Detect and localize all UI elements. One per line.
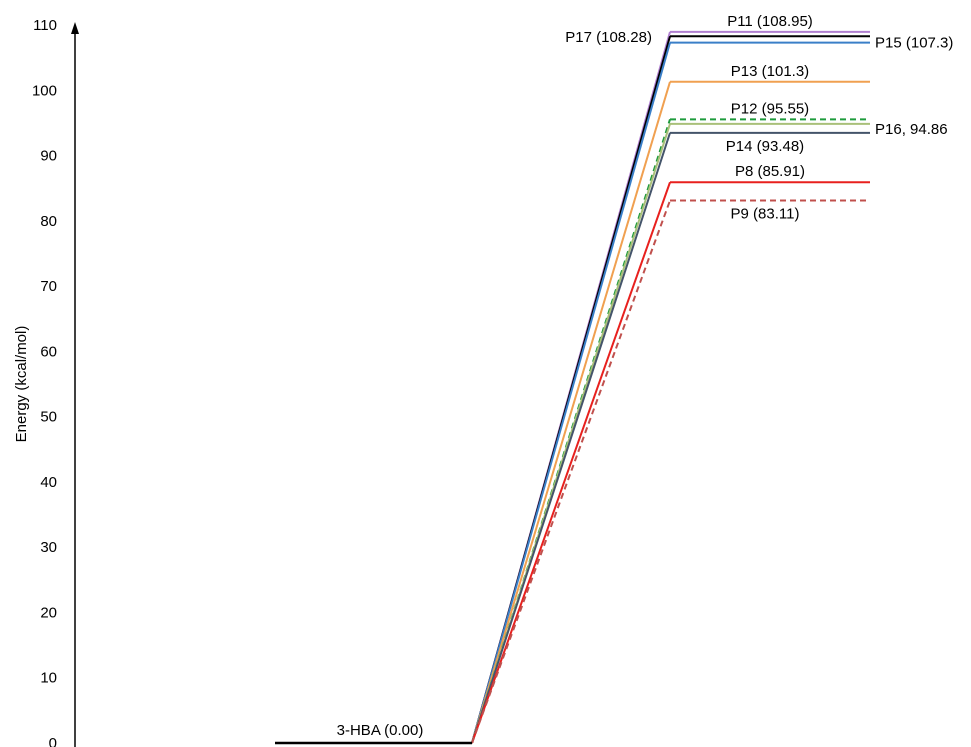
- y-tick-label-40: 40: [40, 474, 57, 491]
- level-label-p15: P15 (107.3): [875, 35, 953, 52]
- level-label-p17: P17 (108.28): [565, 29, 652, 46]
- level-p15: P15 (107.3): [471, 35, 953, 744]
- connector-p14: [471, 132, 671, 744]
- level-label-reactant: 3-HBA (0.00): [337, 722, 424, 739]
- level-label-p11: P11 (108.95): [727, 13, 813, 30]
- y-tick-label-50: 50: [40, 409, 57, 426]
- level-label-p8: P8 (85.91): [735, 163, 805, 180]
- connector-p8: [471, 181, 671, 744]
- connector-p12: [471, 119, 671, 744]
- level-p13: P13 (101.3): [471, 63, 870, 744]
- level-reactant: 3-HBA (0.00): [275, 722, 472, 745]
- level-p14: P14 (93.48): [471, 131, 870, 744]
- level-label-p16: P16, 94.86: [875, 121, 948, 138]
- y-tick-label-20: 20: [40, 604, 57, 621]
- y-tick-label-70: 70: [40, 278, 57, 295]
- connector-p9: [471, 200, 671, 744]
- y-tick-label-10: 10: [40, 670, 57, 687]
- level-label-p12: P12 (95.55): [731, 100, 809, 117]
- y-axis-title: Energy (kcal/mol): [13, 326, 30, 443]
- y-tick-label-100: 100: [32, 82, 57, 99]
- y-tick-label-30: 30: [40, 539, 57, 556]
- y-tick-label-60: 60: [40, 343, 57, 360]
- level-p17: P17 (108.28): [471, 29, 870, 744]
- y-axis-arrow-icon: [71, 22, 79, 34]
- energy-levels: P11 (108.95) P17 (108.28) P15 (107.3) P13 (…: [275, 13, 953, 745]
- y-axis: 0 10 20 30 40 50 60 70 80 90 100 110: [32, 17, 79, 747]
- level-label-p14: P14 (93.48): [726, 138, 804, 155]
- level-p12: P12 (95.55): [471, 100, 870, 744]
- connector-p13: [471, 81, 671, 744]
- connector-p15: [471, 42, 671, 744]
- level-label-p9: P9 (83.11): [731, 206, 800, 223]
- level-p11: P11 (108.95): [471, 13, 870, 744]
- y-tick-label-90: 90: [40, 148, 57, 165]
- level-p9: P9 (83.11): [471, 199, 870, 744]
- level-p8: P8 (85.91): [471, 163, 870, 744]
- y-tick-label-0: 0: [49, 735, 57, 747]
- level-label-p13: P13 (101.3): [731, 63, 809, 80]
- level-p16: P16, 94.86: [471, 121, 948, 744]
- y-tick-label-80: 80: [40, 213, 57, 230]
- y-tick-label-110: 110: [33, 17, 57, 34]
